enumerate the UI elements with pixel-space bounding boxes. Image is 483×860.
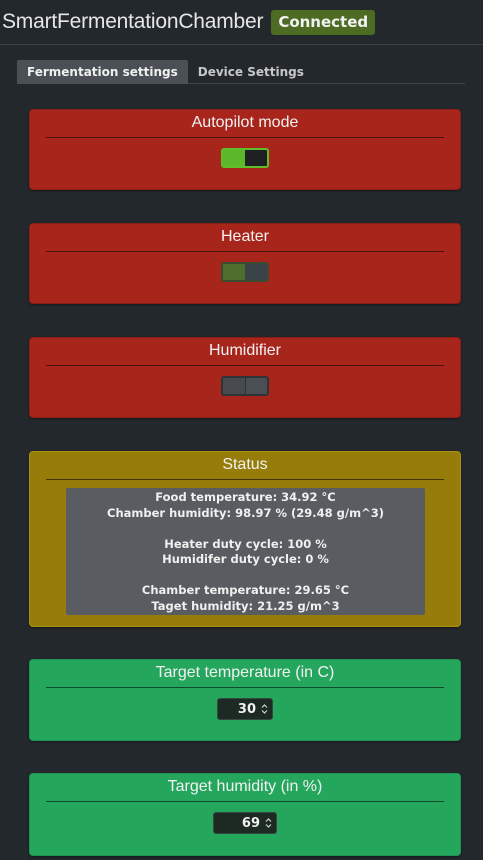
heater-panel: Heater <box>29 223 461 304</box>
food-temperature-line: Food temperature: 34.92 °C <box>155 490 336 504</box>
heater-title: Heater <box>220 228 270 245</box>
target-humidity-title: Target humidity (in %) <box>167 778 323 795</box>
toggle-off-side <box>245 378 267 394</box>
stepper-arrows-icon[interactable] <box>260 703 268 715</box>
target-humidity-input[interactable]: 69 <box>213 812 277 834</box>
toggle-handle <box>223 378 245 394</box>
toggle-on-side <box>223 264 245 280</box>
settings-tabs: Fermentation settings Device Settings <box>17 60 465 84</box>
autopilot-panel: Autopilot mode <box>29 109 461 190</box>
humidifier-title: Humidifier <box>208 342 281 359</box>
panel-divider <box>46 479 444 480</box>
tab-device-settings[interactable]: Device Settings <box>197 65 304 79</box>
panel-divider <box>46 801 444 802</box>
target-temperature-panel: Target temperature (in C) 30 <box>29 659 461 741</box>
app-header: SmartFermentationChamber Connected <box>0 0 483 45</box>
target-temperature-input[interactable]: 30 <box>217 698 273 720</box>
toggle-on-side <box>223 150 245 166</box>
panel-divider <box>46 365 444 366</box>
target-temperature-value: 30 <box>237 701 256 717</box>
chamber-temperature-line: Chamber temperature: 29.65 °C <box>141 583 350 597</box>
status-panel: Status Food temperature: 34.92 °C Chambe… <box>29 451 461 627</box>
panel-divider <box>46 251 444 252</box>
humidifier-duty-line: Humidifer duty cycle: 0 % <box>162 552 329 566</box>
autopilot-title: Autopilot mode <box>191 114 299 131</box>
toggle-handle <box>245 150 267 166</box>
humidifier-panel: Humidifier <box>29 337 461 418</box>
target-humidity-value: 69 <box>241 815 260 831</box>
humidifier-toggle[interactable] <box>221 376 269 396</box>
heater-duty-line: Heater duty cycle: 100 % <box>164 536 327 551</box>
panel-divider <box>46 137 444 138</box>
app-title: SmartFermentationChamber <box>2 10 264 33</box>
status-readout: Food temperature: 34.92 °C Chamber humid… <box>66 488 425 615</box>
tab-fermentation-settings[interactable]: Fermentation settings <box>17 60 188 84</box>
target-humidity-panel: Target humidity (in %) 69 <box>29 773 461 856</box>
autopilot-toggle[interactable] <box>221 148 269 168</box>
stepper-arrows-icon[interactable] <box>264 817 272 829</box>
heater-toggle[interactable] <box>221 262 269 282</box>
toggle-handle <box>245 264 267 280</box>
chamber-humidity-line: Chamber humidity: 98.97 % (29.48 g/m^3) <box>107 505 384 520</box>
target-temperature-title: Target temperature (in C) <box>155 664 335 681</box>
target-humidity-line: Taget humidity: 21.25 g/m^3 <box>151 598 340 613</box>
panel-divider <box>46 687 444 688</box>
status-title: Status <box>222 456 268 473</box>
connection-status-badge: Connected <box>271 9 376 35</box>
